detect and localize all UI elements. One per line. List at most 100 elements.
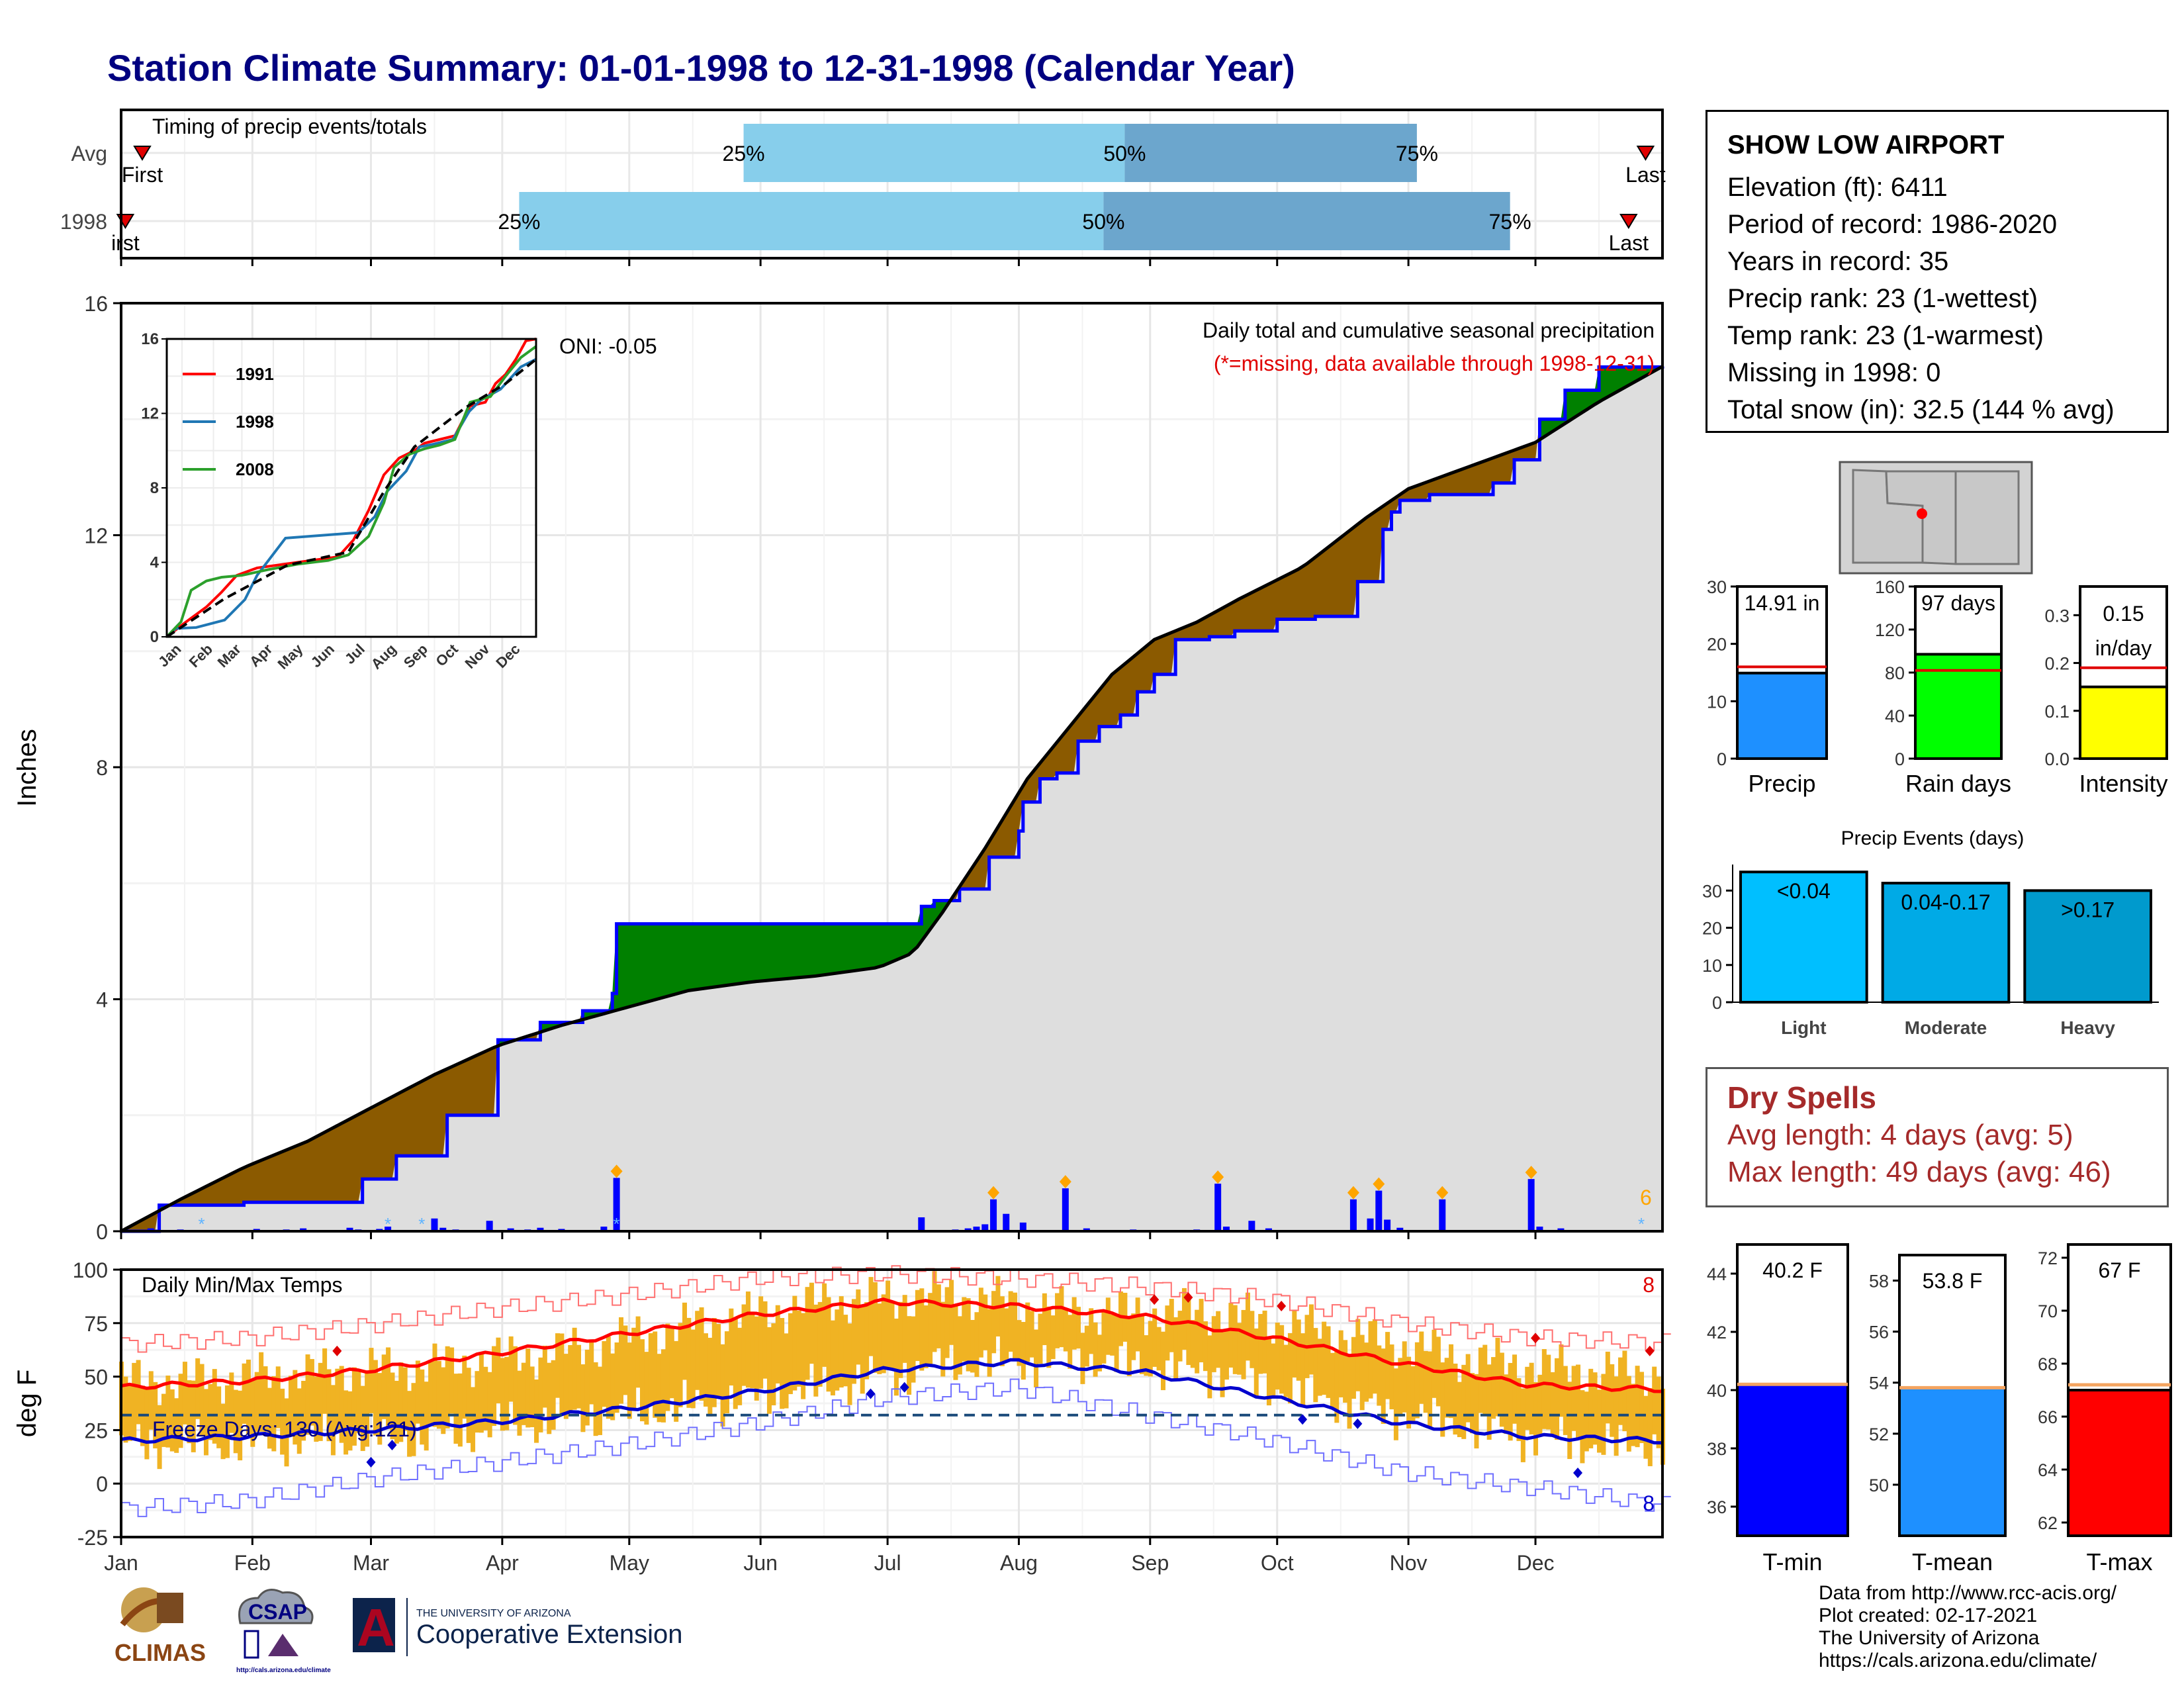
climas-text: CLIMAS — [114, 1639, 206, 1666]
daily-temp-bar — [1224, 1329, 1229, 1380]
daily-temp-bar — [1144, 1335, 1149, 1376]
daily-temp-bar — [907, 1316, 912, 1395]
daily-temp-bar — [487, 1372, 492, 1438]
daily-temp-bar — [513, 1346, 518, 1425]
daily-temp-bar — [428, 1360, 433, 1425]
daily-temp-bar — [847, 1323, 852, 1405]
daily-temp-bar — [144, 1388, 150, 1460]
daily-temp-bar — [686, 1317, 692, 1408]
daily-temp-bar — [525, 1348, 531, 1428]
precip-event-bar-label: <0.04 — [1777, 879, 1831, 903]
station-info-box: SHOW LOW AIRPORT Elevation (ft): 6411 Pe… — [1706, 110, 2169, 433]
daily-temp-bar — [1423, 1350, 1428, 1413]
normal-cumulative-line — [120, 365, 1664, 1233]
daily-temp-bar — [851, 1299, 856, 1384]
daily-temp-bar — [301, 1380, 306, 1441]
temp-title: Daily Min/Max Temps — [142, 1273, 342, 1297]
daily-temp-bar — [1046, 1306, 1052, 1368]
daily-temp-bar — [1580, 1390, 1585, 1464]
daily-temp-bar — [504, 1356, 510, 1430]
daily-temp-bar — [254, 1372, 259, 1432]
daily-temp-bar — [1377, 1345, 1382, 1406]
daily-temp-bar — [923, 1305, 929, 1368]
snow-count: 6 — [1640, 1186, 1652, 1209]
daily-temp-bar — [1457, 1382, 1462, 1438]
daily-temp-bar — [1237, 1323, 1242, 1375]
daily-temp-bar — [1622, 1350, 1627, 1432]
daily-precip-bar — [1536, 1226, 1543, 1231]
daily-temp-bar — [1571, 1366, 1576, 1431]
annual-temp-bar — [1736, 1383, 1849, 1537]
daily-temp-bar — [944, 1287, 950, 1358]
daily-temp-bar — [754, 1316, 759, 1401]
inset-month-label: Jul — [341, 641, 368, 667]
daily-temp-bar — [758, 1296, 764, 1389]
daily-precip-bar — [1003, 1213, 1010, 1231]
precip-events-panel: Precip Events (days) <0.04 Light 0.04-0.17 M… — [1702, 827, 2159, 1038]
daily-temp-bar — [703, 1333, 708, 1407]
annual-temp-ytick-label: 36 — [1707, 1497, 1727, 1517]
daily-precip-bar — [1083, 1228, 1090, 1231]
daily-temp-bar — [356, 1369, 361, 1433]
daily-temp-bar — [1351, 1336, 1356, 1399]
daily-temp-bar — [660, 1349, 666, 1423]
daily-temp-bar — [250, 1379, 255, 1447]
daily-precip-bar — [990, 1199, 997, 1231]
station-location-dot — [1917, 508, 1927, 519]
month-label: Apr — [486, 1551, 519, 1575]
annual-precip-ytick-label: 120 — [1875, 620, 1905, 640]
dry-spells-max: Max length: 49 days (avg: 46) — [1727, 1156, 2111, 1188]
annual-precip-ytick-label: 0.0 — [2044, 749, 2070, 769]
daily-temp-bar — [1533, 1382, 1539, 1456]
timing-marker — [1619, 214, 1638, 229]
daily-temp-bar — [1199, 1299, 1204, 1363]
daily-temp-bar — [174, 1398, 179, 1453]
precip-event-category: Heavy — [2060, 1017, 2115, 1038]
month-label: Sep — [1131, 1551, 1169, 1575]
timing-marker-label: Last — [1625, 163, 1666, 187]
annual-precip-bar — [1736, 671, 1828, 761]
annual-precip-ytick-label: 40 — [1885, 706, 1905, 726]
oni-label: ONI: -0.05 — [559, 334, 657, 358]
month-label: Dec — [1517, 1551, 1555, 1575]
timing-bar-q50-q75 — [1124, 124, 1417, 182]
timing-bar-q50-q75 — [1103, 192, 1510, 250]
daily-temp-bar — [1470, 1373, 1475, 1434]
observed-cumulative-line — [121, 365, 1664, 1233]
daily-temp-bar — [1241, 1309, 1246, 1380]
inset-legend-label: 2008 — [236, 459, 274, 479]
timing-marker — [133, 146, 152, 161]
precip-event-category: Light — [1781, 1017, 1826, 1038]
ua-letter: A — [357, 1598, 395, 1657]
daily-temp-bar — [881, 1294, 886, 1374]
record-low-marker — [1298, 1414, 1308, 1425]
daily-temp-bar — [1156, 1327, 1161, 1371]
daily-temp-bar — [1148, 1321, 1153, 1377]
daily-temp-bar — [471, 1387, 476, 1452]
daily-temp-bar — [394, 1380, 399, 1444]
page-title: Station Climate Summary: 01-01-1998 to 1… — [107, 47, 1295, 89]
daily-temp-bar — [508, 1336, 514, 1402]
daily-temp-bar — [483, 1366, 488, 1430]
daily-temp-bar — [1555, 1358, 1560, 1440]
inset-month-label: Nov — [461, 640, 493, 672]
annual-temp-ytick-label: 72 — [2038, 1248, 2058, 1268]
daily-temp-bar — [398, 1362, 404, 1442]
daily-precip-marker — [1059, 1175, 1071, 1189]
daily-temp-bar — [1131, 1313, 1136, 1360]
daily-temp-bar — [407, 1391, 412, 1457]
daily-temp-bar — [555, 1333, 561, 1398]
daily-precip-bar — [1557, 1228, 1565, 1231]
daily-temp-bar — [911, 1316, 916, 1383]
station-line: Temp rank: 23 (1-warmest) — [1727, 321, 2044, 350]
daily-temp-bar — [1114, 1315, 1119, 1372]
daily-temp-bar — [1177, 1311, 1183, 1362]
daily-temp-bar — [1626, 1376, 1631, 1452]
inset-month-label: Jan — [155, 641, 184, 670]
precip-departure-area — [951, 419, 1540, 901]
daily-temp-bar — [457, 1373, 463, 1447]
daily-temp-bar — [1389, 1344, 1394, 1409]
daily-temp-bar — [724, 1331, 729, 1413]
station-line: Period of record: 1986-2020 — [1727, 210, 2058, 239]
